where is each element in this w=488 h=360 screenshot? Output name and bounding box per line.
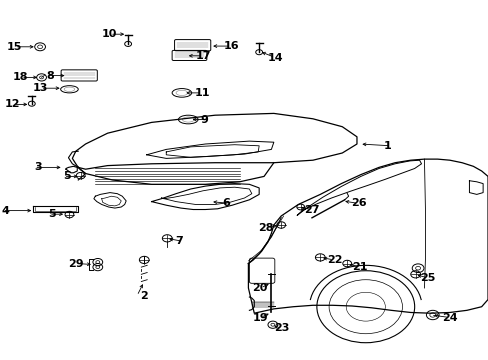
Text: 2: 2: [140, 291, 148, 301]
Text: 9: 9: [200, 114, 208, 125]
Text: 16: 16: [224, 41, 239, 51]
Text: 6: 6: [222, 198, 230, 208]
Text: 29: 29: [68, 258, 84, 269]
Text: 19: 19: [252, 312, 267, 323]
Text: 17: 17: [195, 51, 211, 61]
Text: 22: 22: [326, 255, 342, 265]
Text: 11: 11: [194, 88, 210, 98]
Text: 7: 7: [175, 236, 183, 246]
Text: 20: 20: [252, 283, 267, 293]
Text: 3: 3: [34, 162, 41, 172]
Text: 10: 10: [102, 29, 117, 39]
Text: 24: 24: [442, 312, 457, 323]
Text: 5: 5: [63, 171, 71, 181]
Text: 18: 18: [13, 72, 28, 82]
Text: 12: 12: [5, 99, 20, 109]
Text: 23: 23: [273, 323, 288, 333]
Text: 26: 26: [350, 198, 366, 208]
Text: 15: 15: [7, 42, 22, 52]
Text: 1: 1: [383, 141, 391, 151]
Text: 14: 14: [267, 53, 283, 63]
Text: 28: 28: [258, 222, 273, 233]
Text: 21: 21: [351, 262, 367, 272]
Text: 27: 27: [304, 204, 319, 215]
Text: 8: 8: [46, 71, 54, 81]
Text: 4: 4: [2, 206, 10, 216]
Text: 5: 5: [48, 209, 56, 219]
Text: 13: 13: [33, 83, 48, 93]
Text: 25: 25: [420, 273, 435, 283]
